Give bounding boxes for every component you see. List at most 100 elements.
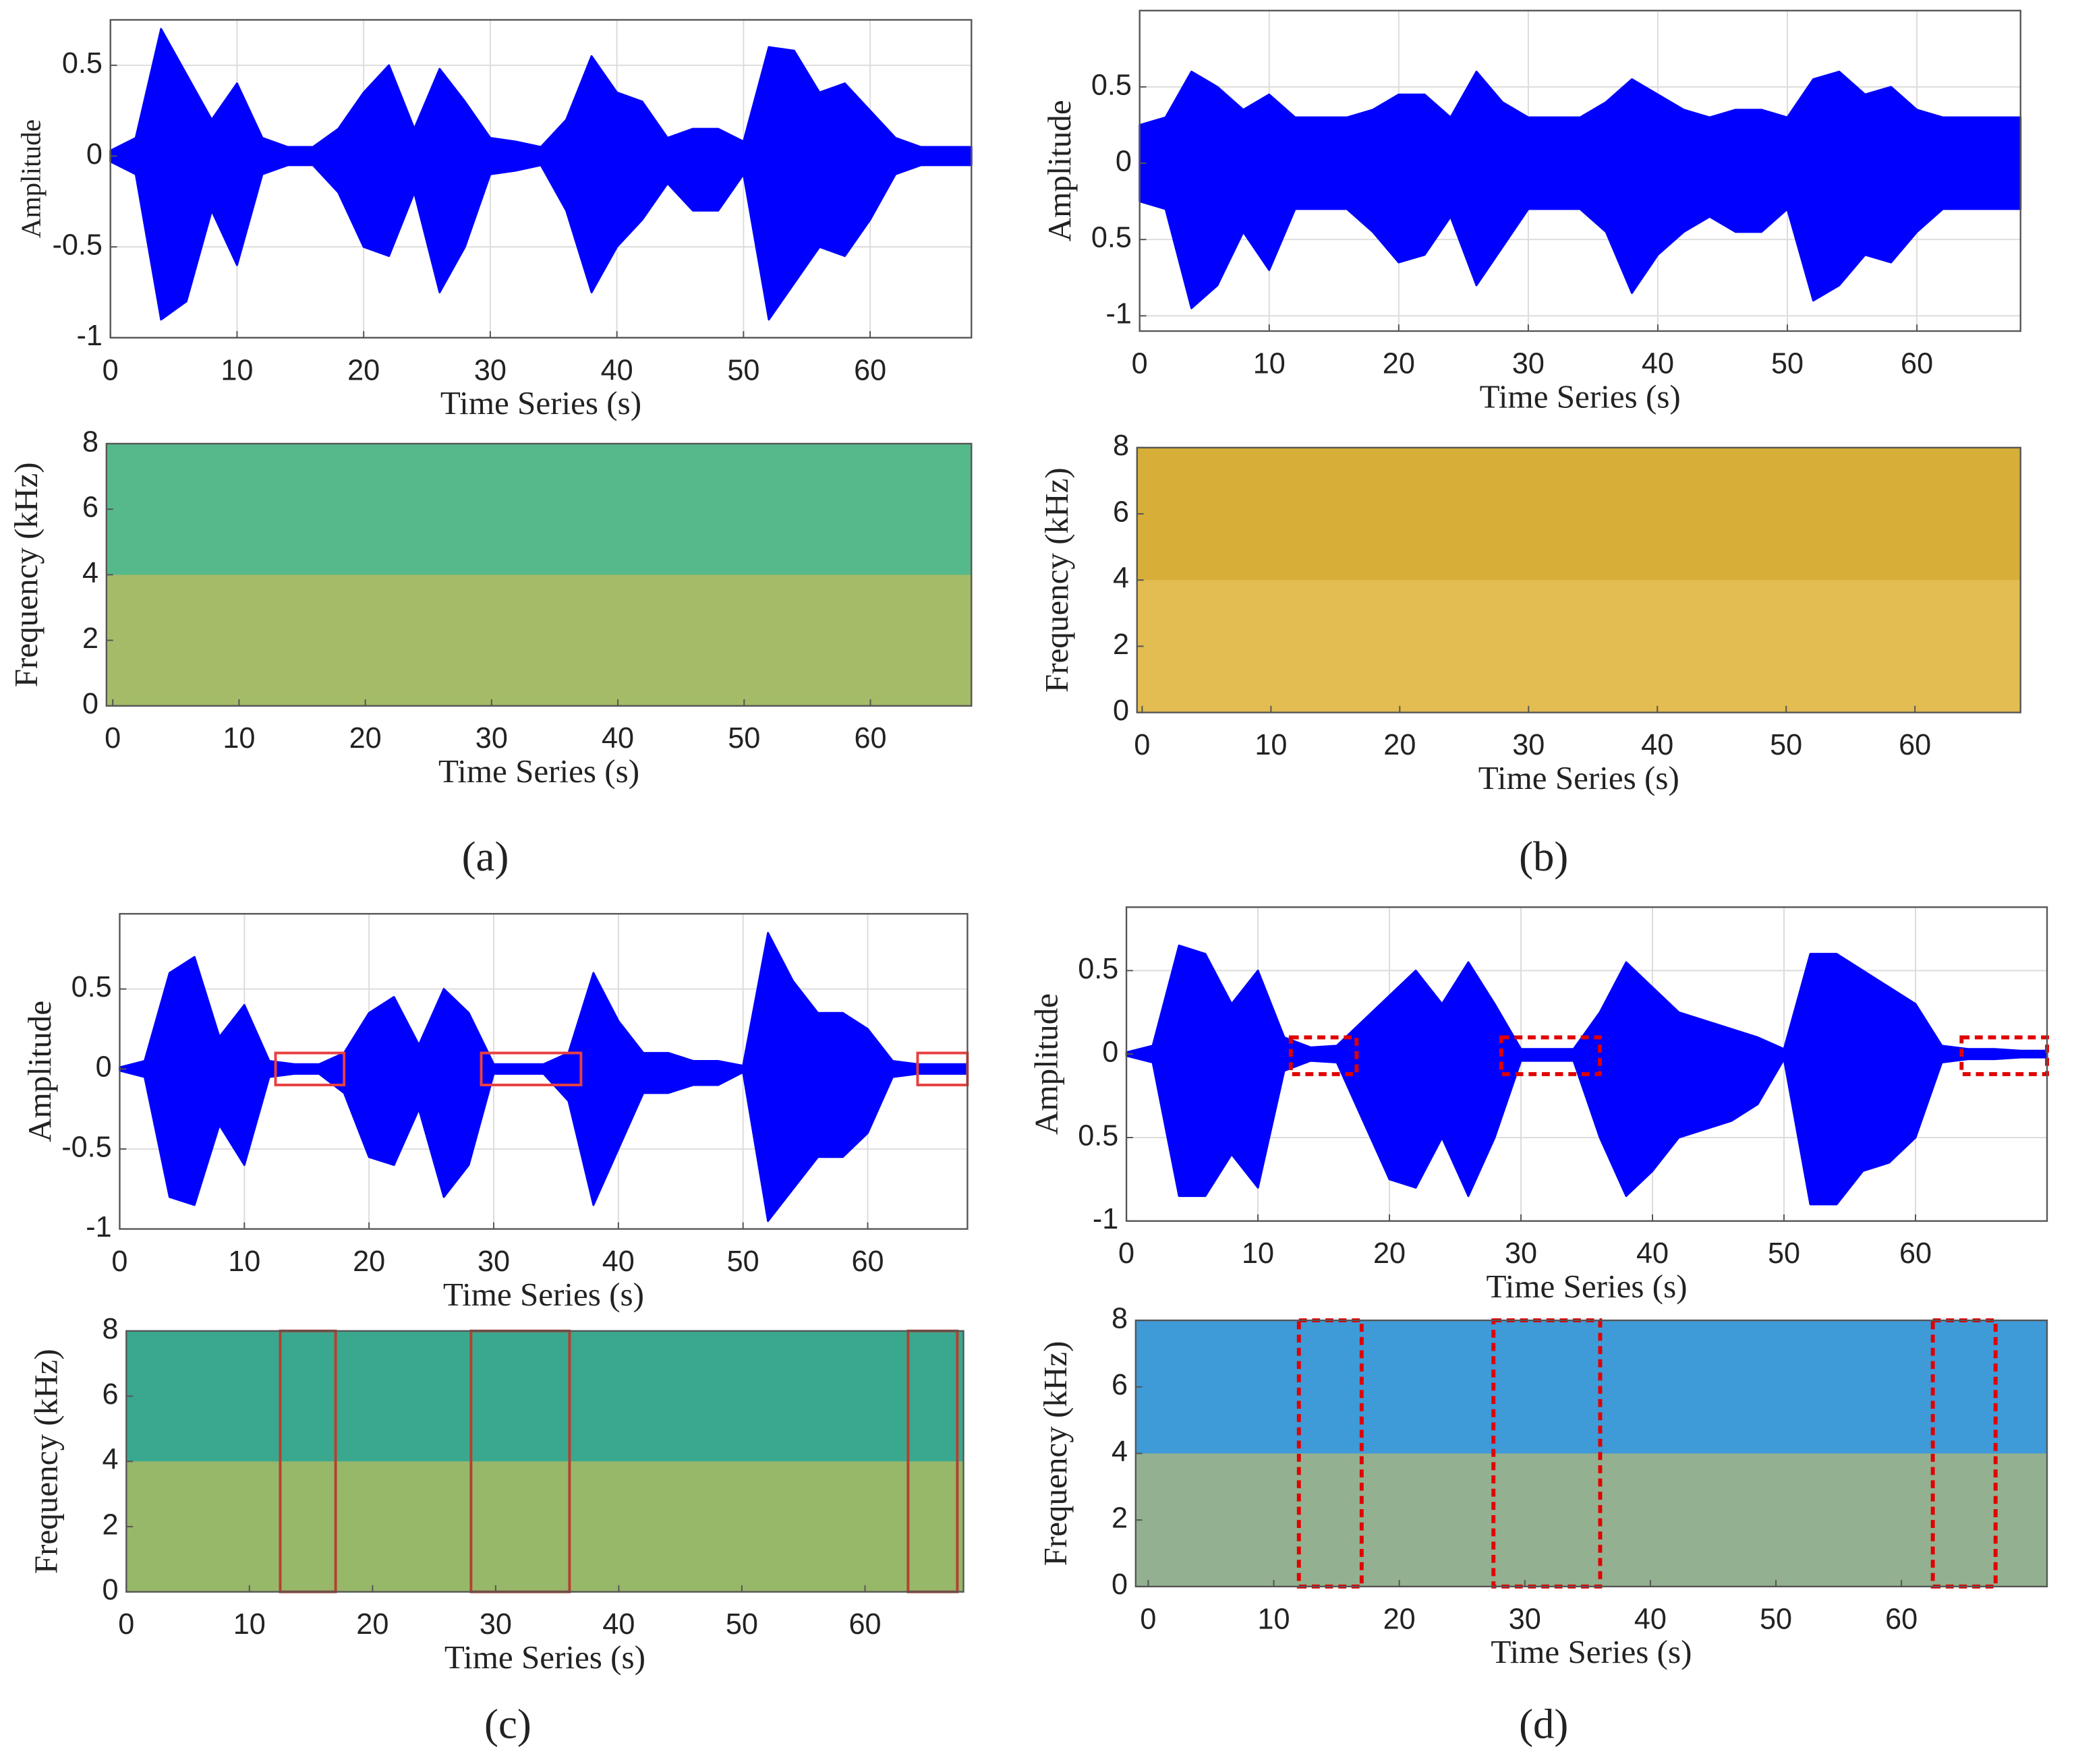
x-axis-title: Time Series (s) [443,1276,644,1313]
highlight-box [1499,1035,1602,1076]
y-tick-label: 8 [102,1313,118,1345]
y-tick-label: -0.5 [61,1131,111,1163]
x-tick-label: 30 [474,354,507,386]
x-axis-title: Time Series (s) [1480,378,1681,415]
y-tick-label: 0.5 [1091,69,1132,101]
x-tick-label: 40 [1642,347,1674,380]
x-tick-label: 10 [1242,1237,1274,1270]
x-tick-label: 40 [1641,729,1673,761]
x-tick-label: 0 [1140,1603,1156,1635]
y-tick-label: 0 [82,688,98,720]
x-tick-label: 60 [854,354,886,386]
y-tick-label: 8 [1113,430,1129,462]
y-tick-label: 6 [1113,496,1129,528]
y-axis-title: Frequency (kHz) [28,1349,65,1574]
x-tick-label: 50 [1768,1237,1800,1270]
highlight-box [1959,1035,2049,1076]
spectrogram: 0 2 4 6 8 0 10 20 30 40 50 60 Time Series (s) Frequen… [28,1313,964,1676]
y-tick-label: -0.5 [53,229,103,262]
spectrogram: 0 2 4 6 8 0 10 20 30 40 50 60 Time Series (s) Frequen… [7,425,973,790]
x-tick-label: 50 [726,1608,758,1641]
x-tick-label: 30 [1512,347,1545,380]
x-tick-label: 20 [1383,347,1415,380]
spectrogram-low-band [1135,1453,2048,1587]
x-axis-title: Time Series (s) [438,753,639,790]
y-tick-label: 0 [96,1051,112,1084]
x-tick-label: 10 [223,722,255,755]
x-tick-label: 0 [103,354,119,386]
y-tick-label: 8 [82,425,98,458]
y-tick-label: 0 [102,1574,118,1606]
panel-label: (c) [484,1700,531,1747]
spectrogram-low-band [126,1461,964,1592]
highlight-box [274,1051,346,1086]
x-tick-label: 20 [356,1608,388,1641]
highlight-box [480,1051,583,1086]
x-tick-label: 0 [1134,729,1150,761]
y-tick-label: -1 [77,320,103,352]
plot-frame [1125,906,2048,1222]
x-tick-label: 50 [728,722,760,755]
x-tick-label: 30 [1512,729,1545,761]
y-tick-label: 0 [1113,695,1129,727]
x-tick-label: 0 [118,1608,134,1641]
x-tick-label: 20 [349,722,382,755]
x-tick-label: 60 [848,1608,881,1641]
x-tick-label: 40 [602,722,634,755]
y-tick-label: 2 [1112,1502,1128,1535]
spectrogram-low-band [106,575,972,706]
x-axis-title: Time Series (s) [444,1639,645,1676]
x-tick-label: 40 [1636,1237,1669,1270]
x-tick-label: 50 [727,354,759,386]
x-axis-title: Time Series (s) [1478,759,1679,796]
x-tick-label: 10 [228,1245,260,1278]
y-axis-title: Frequency (kHz) [1038,467,1075,693]
x-tick-label: 10 [233,1608,266,1641]
x-tick-label: 30 [1505,1237,1537,1270]
panel-label: (b) [1519,833,1568,880]
x-tick-label: 30 [1509,1603,1541,1635]
x-tick-label: 60 [854,722,886,755]
spectrogram: 0 2 4 6 8 0 10 20 30 40 50 60 Time Series (s) Frequen… [1038,430,2021,796]
x-tick-label: 30 [480,1608,512,1641]
y-tick-label: 0.5 [1091,222,1132,254]
y-tick-label: 4 [1112,1436,1128,1468]
y-axis-title: Amplitude [21,1001,58,1142]
x-tick-label: 10 [1258,1603,1290,1635]
x-tick-label: 60 [1899,1237,1932,1270]
x-tick-label: 60 [1899,729,1931,761]
y-tick-label: 4 [1113,562,1129,595]
y-tick-label: 0 [1116,145,1132,177]
y-axis-title: Frequency (kHz) [1037,1341,1074,1566]
x-tick-label: 40 [602,1245,635,1278]
y-tick-label: -1 [86,1211,111,1243]
x-axis-title: Time Series (s) [1486,1268,1687,1305]
y-tick-label: 0 [1102,1036,1118,1069]
x-tick-label: 50 [727,1245,759,1278]
y-tick-label: 0.5 [1078,1119,1118,1152]
y-tick-label: 6 [102,1378,118,1411]
x-tick-label: 20 [347,354,380,386]
x-tick-label: 20 [1383,1603,1416,1635]
y-tick-label: 0 [86,138,103,171]
x-tick-label: 0 [111,1245,127,1278]
y-tick-label: 0.5 [71,971,112,1003]
x-tick-label: 50 [1771,347,1804,380]
y-tick-label: 2 [82,622,98,655]
x-tick-label: 60 [1901,347,1933,380]
x-tick-label: 30 [478,1245,510,1278]
y-tick-label: 0 [1112,1568,1128,1601]
x-tick-label: 40 [602,1608,635,1641]
y-axis-title: Amplitude [1041,100,1078,241]
y-tick-label: 2 [102,1508,118,1541]
x-tick-label: 40 [601,354,633,386]
y-tick-label: 2 [1113,628,1129,661]
y-axis-title: Amplitude [15,119,46,238]
y-axis-title: Frequency (kHz) [7,462,45,687]
plot-frame [109,19,973,339]
